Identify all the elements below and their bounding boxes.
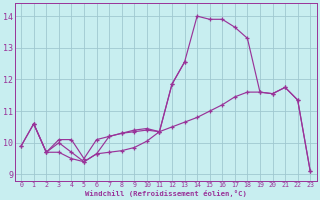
X-axis label: Windchill (Refroidissement éolien,°C): Windchill (Refroidissement éolien,°C)	[85, 190, 247, 197]
